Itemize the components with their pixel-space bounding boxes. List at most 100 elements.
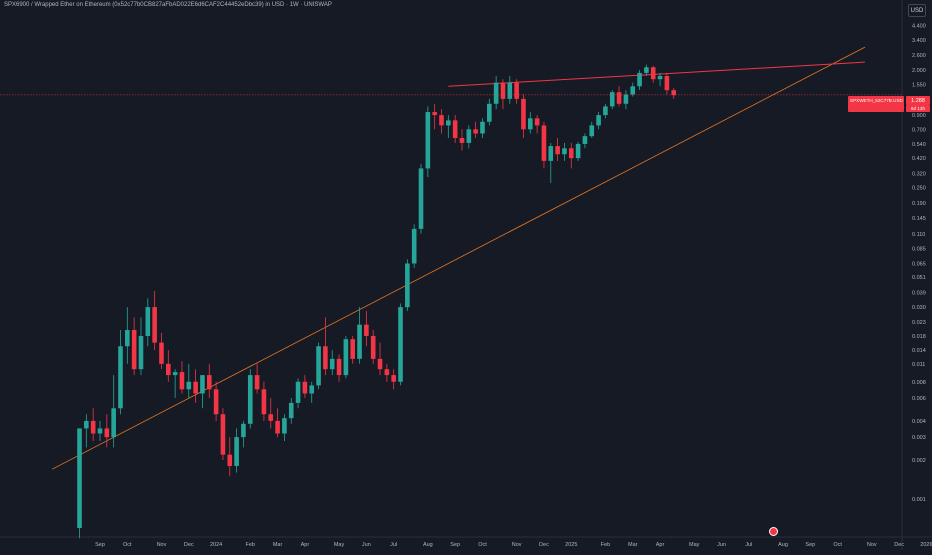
price-tick-label: 0.320 xyxy=(912,171,926,177)
time-tick-label: Dec xyxy=(539,542,549,548)
last-price-label: 1.288 xyxy=(906,96,930,105)
candle xyxy=(603,103,608,119)
candle-body xyxy=(316,346,321,386)
candle-body xyxy=(521,98,526,130)
price-tick-label: 0.030 xyxy=(912,305,926,311)
candle-body xyxy=(90,420,96,434)
candle-body xyxy=(589,125,595,137)
candle-body xyxy=(213,389,219,415)
candle-body xyxy=(241,423,246,438)
price-tick-label: 0.003 xyxy=(912,435,926,441)
candle xyxy=(575,141,581,161)
trendline-resistance[interactable] xyxy=(448,61,865,87)
candle xyxy=(384,363,390,382)
time-tick-label: Apr xyxy=(656,542,665,548)
time-tick-label: Nov xyxy=(867,542,877,548)
candle xyxy=(452,115,458,143)
candle-body xyxy=(302,381,308,394)
candle-body xyxy=(391,375,396,382)
price-tick-label: 0.250 xyxy=(912,185,926,191)
price-tick-label: 0.039 xyxy=(912,290,926,296)
price-tick-label: 0.065 xyxy=(912,261,926,267)
candle-body xyxy=(664,75,670,91)
candle xyxy=(350,335,356,364)
price-tick-label: 0.051 xyxy=(912,275,926,281)
candle-body xyxy=(384,369,390,376)
candle-body xyxy=(527,118,533,130)
candle xyxy=(234,428,239,473)
price-tick-label: 0.110 xyxy=(912,232,925,238)
candle-body xyxy=(650,67,656,80)
candle-body xyxy=(637,72,642,87)
trendlines[interactable] xyxy=(52,46,866,470)
candle xyxy=(261,381,267,421)
price-tick-label: 0.540 xyxy=(912,142,926,148)
price-tick-label: 0.002 xyxy=(912,458,926,464)
candle xyxy=(254,363,260,394)
time-tick-label: Nov xyxy=(512,542,522,548)
candle xyxy=(473,121,478,138)
candle xyxy=(377,342,383,376)
candle xyxy=(664,72,670,95)
candle xyxy=(343,335,349,379)
candle-body xyxy=(343,339,349,376)
candle xyxy=(111,375,116,448)
candle-body xyxy=(227,454,233,466)
trendline-support[interactable] xyxy=(52,46,866,470)
candle-body xyxy=(97,428,103,434)
candle xyxy=(213,381,219,421)
price-tick-label: 0.900 xyxy=(912,113,926,119)
candle-body xyxy=(118,346,123,409)
candle xyxy=(548,142,554,184)
candle-body xyxy=(582,136,588,144)
candle-body xyxy=(459,138,465,143)
currency-button[interactable]: USD xyxy=(908,4,926,17)
candle-body xyxy=(439,115,444,126)
candle xyxy=(439,109,444,134)
candle-body xyxy=(138,335,144,370)
time-tick-label: Oct xyxy=(123,542,132,548)
event-marker-icon[interactable] xyxy=(769,527,778,536)
candle xyxy=(309,381,315,403)
candle xyxy=(370,330,376,364)
candle xyxy=(152,290,157,351)
candle-body xyxy=(623,94,629,104)
candle-body xyxy=(309,385,315,394)
price-tick-label: 0.700 xyxy=(912,127,926,133)
candle-body xyxy=(616,92,622,104)
candle-body xyxy=(446,120,451,126)
candle-body xyxy=(357,324,362,359)
price-tick-label: 0.014 xyxy=(912,348,926,354)
time-tick-label: Nov xyxy=(157,542,167,548)
price-axis[interactable]: 5.4004.4003.4002.6002.0001.5500.9000.700… xyxy=(912,12,926,503)
time-axis[interactable]: Sep Oct Nov Dec 2024 Feb Mar Apr May Jun Jul Aug Sep… xyxy=(95,542,932,548)
candle xyxy=(131,317,137,376)
price-tick-label: 0.085 xyxy=(912,246,926,252)
candle xyxy=(97,420,103,442)
candle-body xyxy=(671,90,677,96)
candle-body xyxy=(596,115,601,126)
candle xyxy=(432,103,437,130)
candle xyxy=(521,94,526,138)
time-tick-label: May xyxy=(689,542,700,548)
candle-body xyxy=(268,414,274,421)
price-tick-label: 0.011 xyxy=(912,362,925,368)
price-tick-label: 2.600 xyxy=(912,53,926,59)
time-tick-label: Mar xyxy=(273,542,283,548)
candle-body xyxy=(111,408,116,438)
candle xyxy=(425,106,431,178)
candle-body xyxy=(234,437,239,466)
candle-body xyxy=(487,103,492,122)
candle xyxy=(316,342,321,390)
candle-body xyxy=(548,146,554,161)
candle-body xyxy=(534,118,540,126)
time-tick-label: Jun xyxy=(362,542,371,548)
candle xyxy=(568,142,574,169)
candle xyxy=(364,311,369,347)
price-tick-label: 3.400 xyxy=(912,38,926,44)
candle-body xyxy=(609,92,615,107)
candle xyxy=(200,375,205,409)
time-tick-label: May xyxy=(334,542,345,548)
